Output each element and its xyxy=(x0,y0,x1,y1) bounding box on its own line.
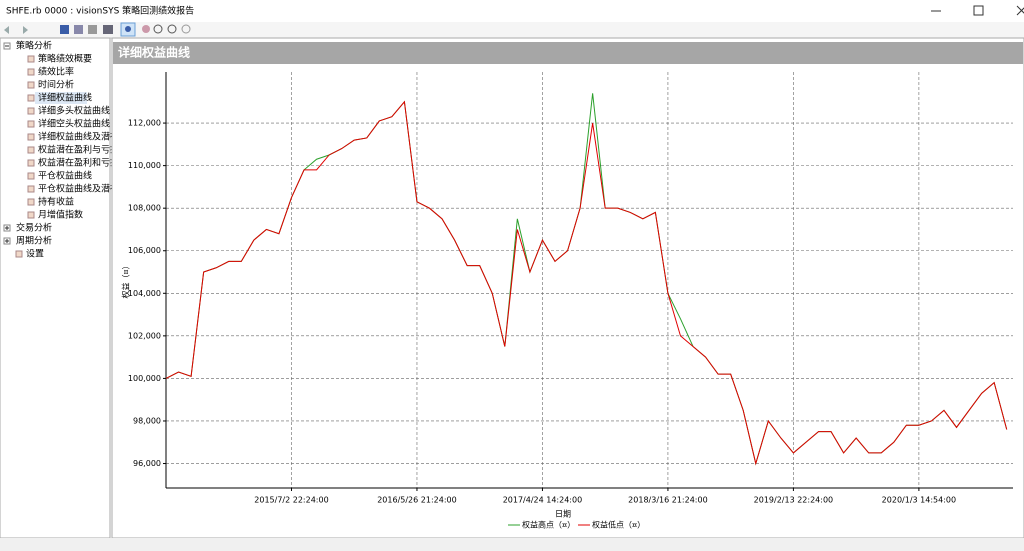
tree-selected xyxy=(35,92,87,104)
tree-item[interactable]: 时间分析 xyxy=(38,79,74,91)
chart-title: 详细权益曲线 xyxy=(118,45,190,60)
y-tick-label: 96,000 xyxy=(133,459,161,468)
tree-item[interactable]: 平仓权益曲线 xyxy=(38,170,92,182)
tree-icon xyxy=(27,55,35,63)
status-bar xyxy=(0,538,1024,551)
y-tick-label: 110,000 xyxy=(128,161,161,170)
tree-item[interactable]: 策略绩效概要 xyxy=(38,53,92,65)
x-tick-label: 2019/2/13 22:24:00 xyxy=(754,496,834,505)
y-tick-label: 98,000 xyxy=(133,416,161,425)
x-axis-label: 日期 xyxy=(555,510,571,519)
tree-item[interactable]: 持有收益 xyxy=(38,196,74,208)
tree-item[interactable]: 权益潜在盈利和亏损 xyxy=(38,157,119,169)
tree: 策略分析策略绩效概要绩效比率时间分析详细权益曲线详细多头权益曲线详细空头权益曲线… xyxy=(3,40,119,260)
x-tick-label: 2020/1/3 14:54:00 xyxy=(882,496,956,505)
tree-item[interactable]: 详细权益曲线 xyxy=(38,92,92,104)
tree-item[interactable]: 权益潜在盈利与亏损 xyxy=(38,144,119,156)
sidebar xyxy=(0,37,111,539)
window-controls[interactable] xyxy=(931,5,1024,16)
tree-icon xyxy=(27,94,35,102)
tree-icon xyxy=(27,68,35,76)
toolbar-icons[interactable] xyxy=(4,22,191,37)
x-tick-label: 2018/3/16 21:24:00 xyxy=(628,496,708,505)
tree-icon xyxy=(27,198,35,206)
y-tick-label: 112,000 xyxy=(128,119,161,128)
tree-icon xyxy=(27,120,35,128)
toolbar xyxy=(0,22,1024,38)
x-tick-label: 2017/4/24 14:24:00 xyxy=(503,496,583,505)
y-tick-label: 100,000 xyxy=(128,374,161,383)
tree-item[interactable]: 平仓权益曲线及潜在 xyxy=(38,183,119,195)
tree-icon xyxy=(15,250,23,258)
x-tick-label: 2015/7/2 22:24:00 xyxy=(254,496,328,505)
tree-icon xyxy=(27,159,35,167)
main-panel xyxy=(111,37,1024,539)
window-title: SHFE.rb 0000 : visionSYS 策略回测绩效报告 xyxy=(6,5,194,17)
tree-group[interactable]: 周期分析 xyxy=(16,235,52,247)
tree-item[interactable]: 月增值指数 xyxy=(38,209,83,221)
tree-item[interactable]: 详细权益曲线及潜在 xyxy=(38,131,119,143)
tree-icon xyxy=(27,211,35,219)
tree-icon xyxy=(27,172,35,180)
legend-label: 权益低点（¤） xyxy=(592,520,645,530)
tree-item[interactable]: 详细空头权益曲线 xyxy=(38,118,110,130)
tree-group[interactable]: 策略分析 xyxy=(16,40,52,52)
y-tick-label: 108,000 xyxy=(128,204,161,213)
y-tick-label: 102,000 xyxy=(128,331,161,340)
tree-group[interactable]: 设置 xyxy=(26,249,44,260)
tree-item[interactable]: 详细多头权益曲线 xyxy=(38,105,110,117)
chart-header xyxy=(113,42,1023,64)
y-tick-label: 106,000 xyxy=(128,246,161,255)
y-axis-label: 权益（¤） xyxy=(121,261,131,298)
series-line xyxy=(165,100,1008,466)
tree-icon xyxy=(27,107,35,115)
tree-icon xyxy=(27,81,35,89)
tree-icon xyxy=(27,185,35,193)
tree-item[interactable]: 绩效比率 xyxy=(38,66,74,78)
tree-icon xyxy=(27,133,35,141)
chart: 96,000 98,000 100,000 102,000 104,000 106,000… xyxy=(128,72,1013,530)
tree-icon xyxy=(27,146,35,154)
tree-group[interactable]: 交易分析 xyxy=(16,222,52,234)
x-tick-label: 2016/5/26 21:24:00 xyxy=(377,496,457,505)
legend-label: 权益高点（¤） xyxy=(522,520,575,530)
y-tick-label: 104,000 xyxy=(128,289,161,298)
